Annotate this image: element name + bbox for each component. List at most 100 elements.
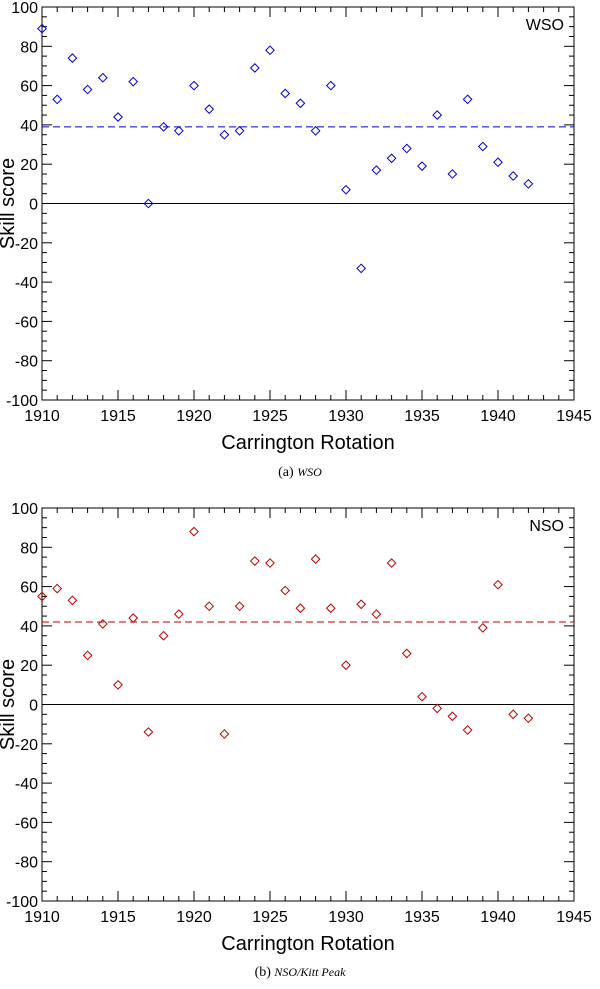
y-tick-label: -20 bbox=[15, 737, 38, 754]
data-point bbox=[462, 725, 473, 735]
y-tick-label: 80 bbox=[20, 540, 38, 557]
data-point bbox=[97, 72, 108, 83]
data-point bbox=[508, 709, 519, 720]
y-axis-label: Skill score bbox=[0, 158, 19, 249]
x-tick-label: 1930 bbox=[328, 408, 364, 425]
data-point bbox=[493, 157, 503, 168]
data-point bbox=[401, 143, 412, 154]
data-point bbox=[67, 53, 78, 63]
data-point bbox=[356, 263, 367, 274]
caption-prefix: (b) bbox=[255, 965, 275, 980]
x-axis-label: Carrington Rotation bbox=[221, 432, 394, 454]
data-point bbox=[204, 104, 215, 115]
data-point bbox=[113, 112, 123, 122]
caption-text: WSO bbox=[297, 465, 322, 479]
x-tick-label: 1910 bbox=[24, 909, 60, 926]
y-tick-label: 0 bbox=[29, 197, 38, 214]
y-tick-label: 60 bbox=[20, 580, 38, 597]
y-tick-label: -100 bbox=[6, 393, 38, 410]
data-point bbox=[432, 703, 443, 714]
data-point bbox=[493, 579, 503, 590]
data-point bbox=[249, 63, 260, 73]
figure-caption: (a) WSO bbox=[278, 465, 322, 480]
data-point bbox=[37, 23, 47, 34]
x-tick-label: 1910 bbox=[24, 408, 60, 425]
y-tick-label: -40 bbox=[15, 275, 38, 292]
data-point bbox=[341, 660, 351, 671]
x-tick-label: 1920 bbox=[176, 909, 212, 926]
x-axis-label: Carrington Rotation bbox=[221, 933, 394, 955]
data-point bbox=[234, 125, 245, 136]
x-tick-label: 1915 bbox=[100, 909, 136, 926]
panel-label: WSO bbox=[526, 17, 564, 34]
data-point bbox=[158, 630, 169, 641]
data-point bbox=[189, 526, 199, 537]
data-point bbox=[356, 599, 367, 610]
panel-nso: 1910 1915 1920 1925 1930 1935 1940 1945 100 80 60 4… bbox=[0, 501, 592, 980]
y-tick-label: -60 bbox=[15, 815, 38, 832]
data-point bbox=[447, 169, 458, 179]
y-tick-label: 80 bbox=[20, 39, 38, 56]
y-tick-label: 40 bbox=[20, 619, 38, 636]
data-point bbox=[417, 691, 427, 702]
data-point bbox=[295, 98, 306, 109]
data-point bbox=[295, 603, 306, 614]
data-point bbox=[67, 595, 78, 606]
data-point bbox=[310, 554, 321, 564]
x-tick-label: 1915 bbox=[100, 408, 136, 425]
data-point bbox=[265, 45, 275, 56]
data-point bbox=[113, 679, 123, 690]
data-point bbox=[82, 84, 93, 95]
data-point bbox=[417, 161, 427, 172]
y-tick-label: -100 bbox=[6, 894, 38, 911]
data-point bbox=[219, 129, 230, 140]
y-tick-label: -40 bbox=[15, 776, 38, 793]
data-point bbox=[508, 171, 519, 181]
y-tick-label: -20 bbox=[15, 236, 38, 253]
data-point bbox=[462, 94, 473, 105]
y-tick-label: 0 bbox=[29, 698, 38, 715]
data-point bbox=[325, 80, 336, 91]
data-point bbox=[52, 94, 63, 105]
data-point bbox=[341, 184, 351, 195]
data-point bbox=[189, 80, 199, 91]
x-tick-label: 1925 bbox=[252, 909, 288, 926]
y-tick-label: 60 bbox=[20, 79, 38, 96]
data-point bbox=[249, 556, 260, 566]
data-point bbox=[37, 591, 47, 602]
caption-text: NSO/Kitt Peak bbox=[273, 965, 346, 979]
data-point bbox=[143, 198, 154, 209]
data-point bbox=[219, 729, 230, 739]
x-tick-label: 1935 bbox=[404, 408, 440, 425]
x-tick-label: 1940 bbox=[480, 408, 516, 425]
data-point bbox=[173, 609, 184, 620]
x-tick-label: 1920 bbox=[176, 408, 212, 425]
data-point bbox=[523, 178, 534, 189]
x-tick-label: 1925 bbox=[252, 408, 288, 425]
data-point bbox=[371, 165, 382, 176]
data-point bbox=[477, 141, 488, 152]
data-point bbox=[325, 603, 336, 614]
data-point bbox=[204, 601, 215, 612]
data-point bbox=[386, 558, 397, 568]
panel-wso: 1910 1915 1920 1925 1930 1935 1940 1945 100 80 60 4… bbox=[0, 0, 592, 480]
y-tick-label: 100 bbox=[11, 501, 38, 518]
panel-label: NSO bbox=[529, 518, 564, 535]
data-point bbox=[173, 125, 184, 136]
y-tick-label: -60 bbox=[15, 314, 38, 331]
data-point bbox=[52, 583, 63, 594]
y-tick-label: 20 bbox=[20, 157, 38, 174]
y-tick-label: 100 bbox=[11, 0, 38, 17]
figure-caption: (b) NSO/Kitt Peak bbox=[255, 965, 346, 980]
y-tick-label: 40 bbox=[20, 118, 38, 135]
data-point bbox=[265, 558, 275, 568]
x-tick-label: 1930 bbox=[328, 909, 364, 926]
x-tick-label: 1940 bbox=[480, 909, 516, 926]
y-tick-label: -80 bbox=[15, 855, 38, 872]
data-point bbox=[234, 601, 245, 612]
data-point bbox=[523, 713, 534, 724]
data-point bbox=[128, 613, 139, 623]
data-point bbox=[371, 609, 382, 620]
data-point bbox=[386, 153, 397, 164]
